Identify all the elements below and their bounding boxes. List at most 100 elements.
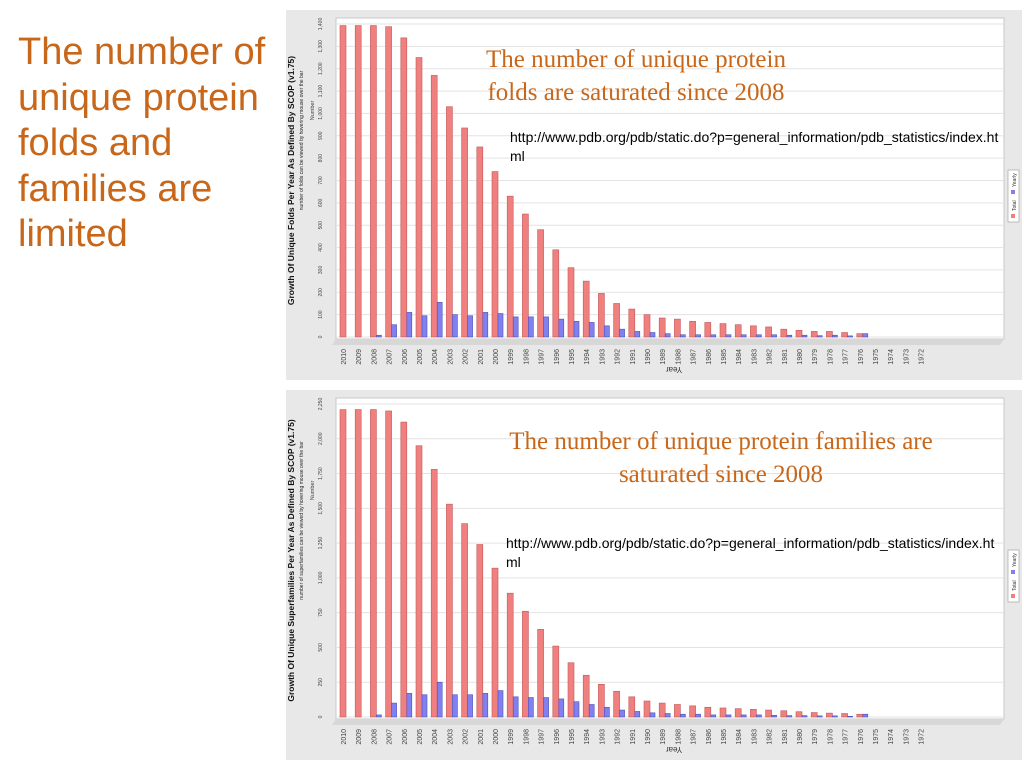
bar-total [339,409,347,718]
folds-chart-panel: 0 100 200 300 400 500 600 700 800 900 1,000 1,100 1,… [286,10,1022,380]
x-tick-label: 1975 [873,349,880,365]
bar-yearly [573,701,580,718]
bar-yearly [482,312,489,338]
bar-yearly [573,321,580,338]
y-tick-label: 100 [318,310,324,319]
x-tick-label: 1974 [888,729,895,745]
bar-total [354,409,362,718]
y-tick-label: 1,300 [318,40,324,53]
bar-total [719,707,727,718]
x-tick-label: 1997 [539,729,546,745]
x-tick-label: 2000 [493,729,500,745]
bar-total [658,317,666,338]
x-tick-label: 1984 [736,349,743,365]
x-tick-label: 2001 [478,349,485,365]
x-tick-label: 1998 [523,729,530,745]
bar-total [461,523,468,718]
bar-total [491,567,499,718]
bar-yearly [664,713,671,718]
x-tick-label: 1974 [888,349,895,365]
y-tick-label: 300 [318,266,324,275]
bar-total [826,331,833,338]
bar-total [689,705,696,718]
x-tick-label: 2003 [447,729,454,745]
bar-total [370,409,377,718]
x-tick-label: 1972 [919,349,926,365]
bar-total [628,696,636,718]
bar-total [826,712,833,718]
y-tick-label: 500 [318,221,324,230]
bar-total [385,26,392,338]
bar-yearly [771,334,777,338]
x-tick-label: 1982 [767,729,774,745]
folds-chart: 0 100 200 300 400 500 600 700 800 900 1,000 1,100 1,… [286,17,1020,374]
x-tick-label: 1985 [721,349,728,365]
bar-yearly [816,335,823,338]
bar-total [385,410,392,718]
x-tick-label: 1973 [903,349,910,365]
x-tick-label: 1994 [584,349,591,365]
x-tick-label: 1992 [615,729,622,745]
bar-total [704,706,712,718]
slide-title: The number of unique protein folds and f… [18,31,266,256]
x-tick-label: 2004 [432,729,439,745]
x-tick-label: 2005 [417,729,424,745]
bar-yearly [452,314,458,338]
bar-yearly [664,333,671,338]
bar-total [400,37,408,338]
bar-yearly [786,334,793,338]
x-tick-label: 1992 [615,349,622,365]
bar-yearly [497,313,504,338]
x-tick-label: 1991 [630,349,637,365]
bar-total [734,708,742,718]
bar-yearly [695,713,701,718]
x-tick-label: 2009 [356,349,363,365]
x-tick-label: 1994 [584,729,591,745]
bar-yearly [497,690,504,718]
families-source-link[interactable]: http://www.pdb.org/pdb/static.do?p=gener… [506,535,995,570]
bar-total [537,229,544,338]
x-tick-label: 2000 [493,349,500,365]
bar-yearly [421,315,428,338]
x-tick-label: 1997 [539,349,546,365]
folds-caption: The number of unique protein folds are s… [486,46,786,106]
bar-yearly [725,334,732,338]
x-tick-label: 1985 [721,729,728,745]
bar-total [430,469,438,718]
bar-yearly [512,696,519,718]
bar-total [522,213,529,338]
bar-yearly [816,715,823,718]
folds-source-link[interactable]: http://www.pdb.org/pdb/static.do?p=gener… [510,129,999,164]
bar-yearly [801,715,808,718]
bar-total [567,267,575,338]
x-tick-label: 2004 [432,349,439,365]
bar-yearly [619,328,625,338]
y-tick-label: 1,100 [318,85,324,98]
bar-total [765,709,772,718]
bar-total [643,700,651,718]
bar-total [476,146,484,338]
bar-yearly [558,698,565,718]
bar-total [765,326,772,338]
bar-total [704,322,712,338]
bar-yearly [680,334,686,338]
x-axis-label: Year [666,365,683,374]
x-tick-label: 1995 [569,349,576,365]
y-tick-label: 1,400 [318,18,324,31]
bar-yearly [588,322,595,338]
x-tick-label: 1978 [827,349,834,365]
x-tick-label: 2006 [402,729,409,745]
legend-box [1007,169,1020,223]
x-tick-label: 1976 [858,349,865,365]
bar-total [537,629,544,718]
bar-total [613,690,620,718]
x-axis-label: Year [666,745,683,754]
bar-total [689,321,696,338]
y-tick-label: 1,500 [318,502,324,515]
x-tick-label: 2007 [387,729,394,745]
bar-yearly [467,315,473,338]
chart-floor [332,339,1004,345]
x-tick-label: 1988 [675,349,682,365]
bar-yearly [482,693,489,718]
x-tick-label: 1990 [645,729,652,745]
